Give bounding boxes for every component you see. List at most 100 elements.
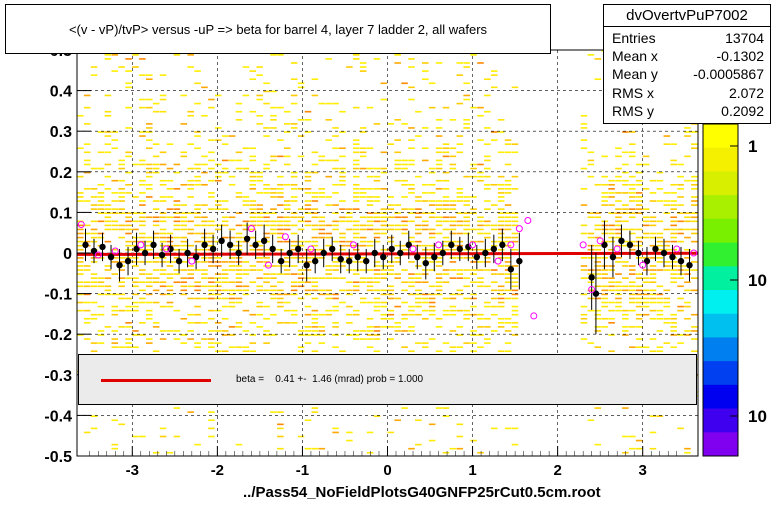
heatmap-cell: [146, 261, 153, 263]
heatmap-cell: [90, 277, 98, 279]
heatmap-cell: [649, 200, 657, 202]
heatmap-cell: [484, 285, 491, 288]
heatmap-cell: [649, 431, 657, 434]
heatmap-cell: [615, 301, 622, 304]
heatmap-cell: [408, 447, 415, 450]
heatmap-cell: [622, 309, 629, 312]
heatmap-cell: [221, 236, 229, 239]
heatmap-cell: [387, 297, 395, 300]
heatmap-cell: [449, 163, 457, 166]
heatmap-cell: [615, 309, 622, 312]
heatmap-cell: [463, 82, 470, 85]
heatmap-cell: [470, 228, 477, 231]
profile-marker: [209, 245, 217, 253]
heatmap-cell: [387, 317, 395, 320]
heatmap-cell: [228, 293, 236, 296]
heatmap-cell: [215, 228, 222, 231]
heatmap-cell: [373, 200, 381, 202]
heatmap-cell: [194, 147, 201, 150]
profile-marker: [371, 249, 378, 257]
heatmap-cell: [594, 443, 602, 446]
heatmap-cell: [677, 334, 684, 336]
heatmap-cell: [373, 269, 381, 271]
heatmap-cell: [187, 313, 194, 316]
heatmap-cell: [249, 110, 257, 113]
heatmap-cell: [359, 330, 367, 332]
heatmap-cell: [249, 220, 257, 223]
heatmap-cell: [663, 192, 671, 194]
stats-value: 0.2092: [721, 103, 764, 119]
heatmap-cell: [208, 179, 215, 182]
heatmap-cell: [663, 135, 671, 137]
heatmap-cell: [359, 240, 367, 243]
heatmap-cell: [208, 106, 215, 109]
heatmap-cell: [684, 447, 691, 450]
heatmap-cell: [477, 139, 484, 141]
heatmap-cell: [380, 167, 388, 170]
heatmap-cell: [277, 301, 284, 304]
heatmap-cell: [504, 192, 512, 194]
heatmap-cell: [373, 350, 381, 353]
heatmap-cell: [511, 151, 519, 154]
heatmap-cell: [297, 330, 305, 332]
heatmap-cell: [235, 443, 243, 446]
heatmap-cell: [221, 135, 229, 137]
heatmap-cell: [511, 285, 519, 288]
heatmap-cell: [263, 273, 270, 275]
heatmap-cell: [318, 224, 326, 227]
heatmap-cell: [394, 257, 401, 259]
heatmap-cell: [497, 326, 505, 328]
heatmap-cell: [608, 269, 615, 271]
heatmap-cell: [180, 224, 188, 227]
heatmap-cell: [77, 257, 84, 259]
heatmap-cell: [290, 244, 298, 247]
heatmap-cell: [353, 338, 360, 340]
heatmap-cell: [235, 119, 243, 121]
heatmap-cell: [139, 322, 146, 324]
heatmap-cell: [311, 151, 319, 154]
heatmap-cell: [132, 301, 139, 304]
heatmap-cell: [380, 151, 388, 154]
heatmap-cell: [366, 431, 374, 434]
heatmap-cell: [373, 261, 381, 263]
profile-point: [448, 230, 455, 260]
heatmap-cell: [284, 309, 291, 312]
colorbar-bin: [703, 290, 738, 315]
heatmap-cell: [208, 240, 215, 243]
heatmap-cell: [201, 163, 208, 166]
stats-label: RMS x: [612, 85, 654, 101]
open-marker: [409, 245, 417, 253]
heatmap-cell: [366, 451, 374, 454]
heatmap-cell: [484, 183, 491, 186]
heatmap-cell: [373, 415, 381, 417]
heatmap-cell: [380, 228, 388, 231]
heatmap-cell: [387, 289, 395, 292]
heatmap-cell: [194, 281, 201, 284]
profile-marker: [226, 241, 234, 249]
heatmap-cell: [435, 204, 443, 206]
profile-marker: [286, 249, 293, 257]
heatmap-cell: [125, 58, 132, 60]
heatmap-cell: [442, 415, 450, 417]
heatmap-cell: [394, 277, 401, 279]
heatmap-cell: [284, 208, 291, 210]
heatmap-cell: [691, 188, 698, 190]
heatmap-cell: [497, 350, 505, 353]
heatmap-cell: [435, 277, 443, 279]
heatmap-cell: [470, 54, 477, 56]
heatmap-cell: [304, 110, 312, 113]
heatmap-cell: [221, 224, 229, 227]
heatmap-cell: [194, 135, 201, 137]
heatmap-cell: [415, 297, 422, 300]
heatmap-cell: [511, 322, 519, 324]
heatmap-cell: [325, 277, 332, 279]
heatmap-cell: [159, 228, 167, 231]
heatmap-cell: [380, 301, 388, 304]
heatmap-cell: [622, 192, 629, 194]
heatmap-cell: [656, 309, 664, 312]
heatmap-cell: [359, 196, 367, 198]
heatmap-cell: [304, 208, 312, 210]
heatmap-cell: [125, 183, 132, 186]
open-marker: [588, 286, 596, 294]
heatmap-cell: [228, 281, 236, 284]
